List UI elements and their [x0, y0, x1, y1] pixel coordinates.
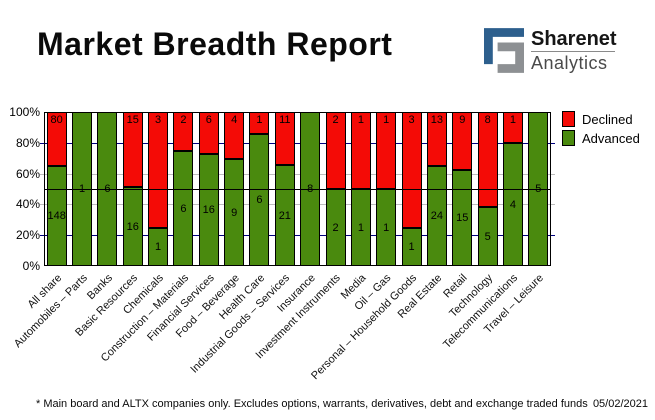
declined-value-label: 11 [279, 114, 291, 126]
declined-value-label: 2 [332, 114, 339, 126]
fifty-percent-line [44, 189, 551, 190]
gridline-gray [40, 173, 555, 175]
y-axis-tick-label: 20% [15, 228, 40, 243]
declined-value-label: 15 [126, 114, 139, 126]
declined-value-label: 80 [50, 114, 63, 126]
declined-value-label: 1 [383, 114, 390, 126]
bar: 6 16 [198, 112, 219, 266]
declined-value-label: 4 [231, 114, 238, 126]
advanced-value-label: 16 [126, 220, 139, 233]
declined-value-label: 3 [408, 114, 415, 126]
legend-row-declined: Declined [562, 111, 640, 127]
declined-segment [401, 112, 422, 228]
advanced-label: Advanced [582, 130, 640, 146]
declined-value-label: 9 [459, 114, 466, 126]
advanced-value-label: 1 [383, 221, 390, 234]
legend-row-advanced: Advanced [562, 130, 640, 146]
y-axis-tick-label: 40% [15, 197, 40, 212]
bar: 80 148 [46, 112, 67, 266]
advanced-value-label: 24 [430, 210, 444, 222]
sharenet-logo-icon [484, 28, 524, 73]
y-axis-tick-label: 80% [15, 135, 40, 150]
sharenet-logo-text: Sharenet Analytics [531, 28, 617, 73]
sharenet-logo: Sharenet Analytics [484, 28, 617, 73]
y-axis-tick-label: 0% [22, 259, 40, 273]
declined-segment [477, 112, 498, 207]
y-axis-tick-label: 100% [9, 105, 40, 119]
footnote-bar: * Main board and ALTX companies only. Ex… [36, 398, 648, 410]
declined-value-label: 8 [484, 114, 491, 126]
declined-value-label: 13 [430, 114, 444, 126]
declined-label: Declined [582, 111, 633, 127]
declined-value-label: 6 [205, 114, 212, 126]
declined-value-label: 2 [180, 114, 187, 126]
logo-brand-name: Sharenet [531, 28, 617, 50]
gridline-gray [40, 204, 555, 206]
report-date: 05/02/2021 [592, 398, 648, 410]
y-axis-tick-label: 60% [15, 166, 40, 181]
advanced-value-label: 1 [357, 221, 364, 234]
declined-value-label: 1 [256, 114, 263, 126]
advanced-value-label: 6 [180, 202, 187, 215]
advanced-swatch [562, 130, 575, 146]
advanced-value-label: 6 [256, 194, 263, 206]
declined-swatch [562, 111, 575, 127]
logo-sub-name: Analytics [531, 53, 608, 73]
bar: 9 15 [452, 112, 473, 266]
advanced-value-label: 4 [509, 198, 517, 211]
declined-segment [148, 112, 169, 228]
advanced-value-label: 9 [231, 206, 238, 219]
advanced-value-label: 15 [456, 212, 469, 224]
page-title: Market Breadth Report [37, 26, 393, 62]
bar: 13 24 [426, 112, 447, 266]
advanced-value-label: 1 [155, 241, 162, 253]
footnote-text: * Main board and ALTX companies only. Ex… [36, 398, 588, 410]
declined-value-label: 1 [509, 114, 517, 126]
gridline-navy [40, 235, 555, 237]
logo-divider [531, 51, 615, 52]
bar: 11 21 [274, 112, 295, 266]
gridline-navy [40, 142, 555, 144]
advanced-value-label: 21 [278, 209, 291, 222]
chart-legend: Declined Advanced [562, 111, 640, 146]
advanced-value-label: 2 [332, 221, 339, 234]
declined-value-label: 3 [155, 114, 162, 126]
advanced-value-label: 5 [484, 230, 491, 243]
advanced-value-label: 16 [202, 204, 215, 216]
declined-value-label: 1 [357, 114, 364, 126]
advanced-value-label: 1 [408, 241, 415, 253]
advanced-value-label: 148 [47, 210, 66, 222]
